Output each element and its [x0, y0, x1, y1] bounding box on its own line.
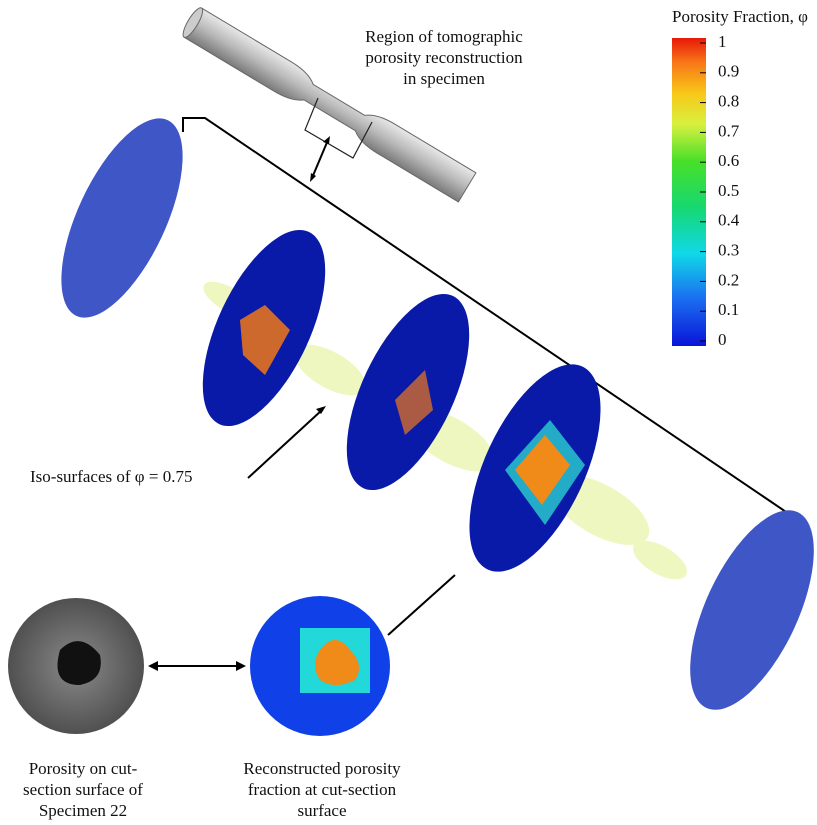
callout-line: porosity reconstruction: [365, 48, 523, 67]
arrow: [248, 410, 322, 478]
callout-line: in specimen: [403, 69, 485, 88]
colorbar-tick-label: 0.1: [718, 300, 739, 319]
callout-line: surface: [297, 801, 346, 820]
callout-line: Reconstructed porosity: [243, 759, 401, 778]
iso-label: Iso-surfaces of φ = 0.75: [30, 467, 192, 486]
colorbar-tick-label: 0.6: [718, 151, 739, 170]
colorbar-tick-label: 0.2: [718, 270, 739, 289]
colorbar-tick-label: 0: [718, 330, 727, 349]
figure: Iso-surfaces of φ = 0.75 Porosity Fracti…: [0, 0, 817, 825]
arrow: [312, 140, 328, 178]
colorbar-tick-label: 0.8: [718, 92, 739, 111]
callout-line: Region of tomographic: [365, 27, 523, 46]
connector: [388, 575, 455, 635]
callout-line: Specimen 22: [39, 801, 127, 820]
colorbar-tick-label: 0.3: [718, 241, 739, 260]
colorbar-tick-label: 0.5: [718, 181, 739, 200]
colorbar-title: Porosity Fraction, φ: [672, 7, 808, 26]
callout-line: Porosity on cut-: [29, 759, 138, 778]
colorbar-tick-label: 0.4: [718, 211, 740, 230]
callout-line: section surface of: [23, 780, 143, 799]
colorbar-tick-label: 0.9: [718, 62, 739, 81]
colorbar-tick-label: 0.7: [718, 121, 740, 140]
colorbar-tick-label: 1: [718, 32, 727, 51]
callout-line: fraction at cut-section: [248, 780, 397, 799]
